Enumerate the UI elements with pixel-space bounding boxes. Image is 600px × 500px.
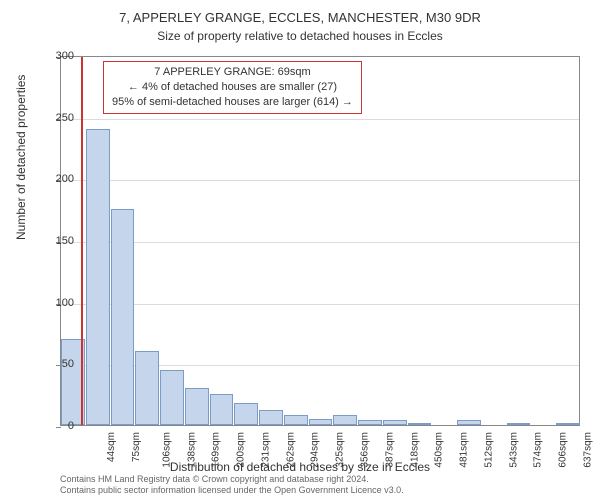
gridline: [61, 180, 579, 181]
histogram-bar: [556, 423, 580, 425]
plot-area: 7 APPERLEY GRANGE: 69sqm ← 4% of detache…: [60, 56, 580, 426]
histogram-bar: [507, 423, 531, 425]
y-axis-label: Number of detached properties: [14, 75, 28, 240]
gridline: [61, 119, 579, 120]
histogram-bar: [185, 388, 209, 425]
footer-line-1: Contains HM Land Registry data © Crown c…: [60, 474, 404, 485]
info-box: 7 APPERLEY GRANGE: 69sqm ← 4% of detache…: [103, 61, 362, 114]
x-tick-label: 44sqm: [106, 432, 117, 462]
y-tick: [56, 427, 61, 428]
y-tick-label: 50: [62, 358, 74, 370]
histogram-bar: [259, 410, 283, 425]
y-tick-label: 300: [56, 50, 74, 62]
x-axis-label: Distribution of detached houses by size …: [0, 460, 600, 474]
histogram-bar: [234, 403, 258, 425]
histogram-bar: [284, 415, 308, 425]
y-tick-label: 150: [56, 235, 74, 247]
y-tick-label: 200: [56, 173, 74, 185]
histogram-bar: [86, 129, 110, 425]
histogram-bar: [457, 420, 481, 425]
info-line-1: 7 APPERLEY GRANGE: 69sqm: [112, 65, 353, 80]
histogram-bar: [358, 420, 382, 425]
histogram-bar: [309, 419, 333, 425]
info-line-3: 95% of semi-detached houses are larger (…: [112, 95, 353, 110]
y-tick-label: 100: [56, 297, 74, 309]
x-tick-label: 75sqm: [131, 432, 142, 462]
y-tick-label: 250: [56, 112, 74, 124]
title-main: 7, APPERLEY GRANGE, ECCLES, MANCHESTER, …: [0, 0, 600, 25]
footer-line-2: Contains public sector information licen…: [60, 485, 404, 496]
histogram-bar: [333, 415, 357, 425]
y-tick-label: 0: [68, 420, 74, 432]
histogram-bar: [383, 420, 407, 425]
info-line-2: ← 4% of detached houses are smaller (27): [112, 80, 353, 95]
histogram-bar: [210, 394, 234, 425]
property-marker-line: [81, 57, 83, 425]
chart-container: 7 APPERLEY GRANGE: 69sqm ← 4% of detache…: [60, 56, 580, 426]
gridline: [61, 304, 579, 305]
histogram-bar: [160, 370, 184, 426]
histogram-bar: [111, 209, 135, 425]
histogram-bar: [408, 423, 432, 425]
gridline: [61, 242, 579, 243]
footer: Contains HM Land Registry data © Crown c…: [60, 474, 404, 496]
histogram-bar: [135, 351, 159, 425]
title-sub: Size of property relative to detached ho…: [0, 25, 600, 43]
